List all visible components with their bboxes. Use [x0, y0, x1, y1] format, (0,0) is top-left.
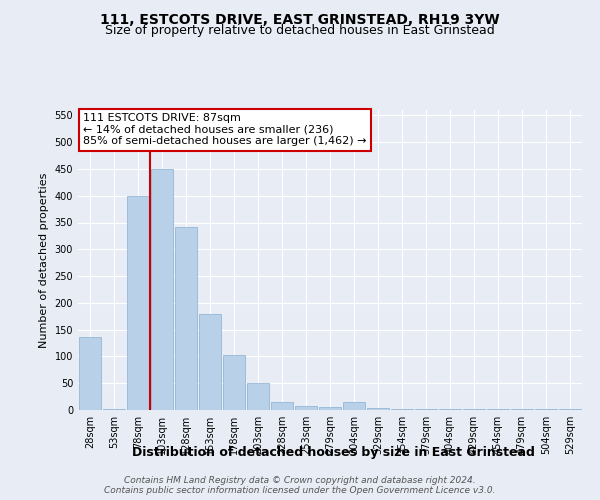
Bar	[271, 402, 293, 410]
Text: 111 ESTCOTS DRIVE: 87sqm
← 14% of detached houses are smaller (236)
85% of semi-: 111 ESTCOTS DRIVE: 87sqm ← 14% of detach…	[83, 113, 367, 146]
Bar	[151, 169, 173, 410]
Bar	[415, 409, 437, 410]
Bar	[199, 314, 221, 410]
Text: 111, ESTCOTS DRIVE, EAST GRINSTEAD, RH19 3YW: 111, ESTCOTS DRIVE, EAST GRINSTEAD, RH19…	[100, 12, 500, 26]
Bar	[343, 402, 365, 410]
Bar	[223, 355, 245, 410]
Bar	[319, 408, 341, 410]
Bar	[127, 196, 149, 410]
Y-axis label: Number of detached properties: Number of detached properties	[39, 172, 49, 348]
Bar	[79, 336, 101, 410]
Bar	[439, 409, 461, 410]
Bar	[463, 409, 485, 410]
Bar	[559, 409, 581, 410]
Bar	[247, 383, 269, 410]
Bar	[175, 227, 197, 410]
Bar	[103, 409, 125, 410]
Bar	[295, 406, 317, 410]
Text: Contains HM Land Registry data © Crown copyright and database right 2024.
Contai: Contains HM Land Registry data © Crown c…	[104, 476, 496, 495]
Bar	[391, 409, 413, 410]
Text: Size of property relative to detached houses in East Grinstead: Size of property relative to detached ho…	[105, 24, 495, 37]
Bar	[487, 409, 509, 410]
Bar	[367, 408, 389, 410]
Text: Distribution of detached houses by size in East Grinstead: Distribution of detached houses by size …	[131, 446, 535, 459]
